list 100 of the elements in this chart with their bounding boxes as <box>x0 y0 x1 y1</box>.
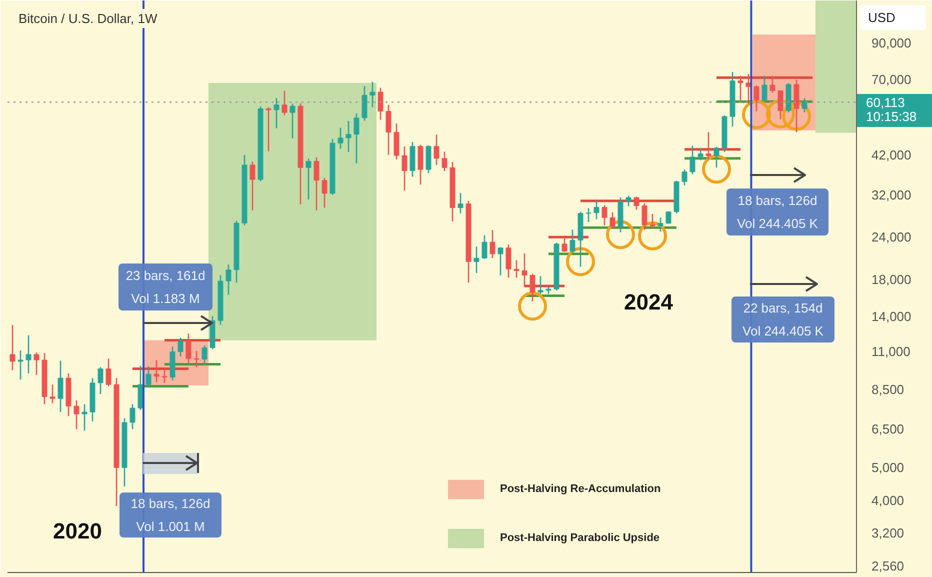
annotation: 2024 <box>624 290 674 314</box>
candlestick <box>402 146 408 192</box>
candlestick <box>418 144 424 186</box>
candlestick <box>738 75 744 102</box>
candlestick <box>514 260 520 278</box>
candlestick <box>26 334 32 374</box>
candlestick <box>306 158 312 200</box>
candlestick <box>626 195 632 207</box>
candlestick <box>754 85 760 112</box>
candlestick <box>778 90 784 120</box>
candlestick <box>346 120 352 153</box>
candlestick <box>690 145 696 175</box>
y-tick-label: 8,500 <box>872 382 904 398</box>
candlestick <box>10 324 16 371</box>
candlestick <box>522 252 528 288</box>
candlestick <box>50 384 56 404</box>
point <box>606 220 635 250</box>
candlestick <box>538 275 544 295</box>
candlestick <box>18 350 24 380</box>
candlestick <box>458 192 464 214</box>
candlestick <box>178 337 184 358</box>
annotation: 23 bars, 161d Vol 1.183 M <box>126 268 206 306</box>
candlestick <box>58 360 64 413</box>
candlestick <box>658 216 664 232</box>
candlestick <box>378 87 384 120</box>
y-tick-label: 11,000 <box>872 344 910 360</box>
candlestick <box>354 112 360 164</box>
candlestick <box>802 97 808 113</box>
candlestick <box>34 352 40 376</box>
ref-line-label: 60,113 10:15:38 <box>857 94 932 127</box>
candlestick <box>770 75 776 94</box>
candlestick <box>106 358 112 387</box>
y-tick-label: 70,000 <box>872 72 912 88</box>
candlestick <box>642 202 648 231</box>
candlestick <box>490 229 496 259</box>
legend-label: Post-Halving Re-Accumulation <box>500 483 661 495</box>
y-tick-label: 24,000 <box>872 230 912 245</box>
y-tick-label: 5,000 <box>872 460 904 476</box>
candlestick <box>362 86 368 122</box>
y-tick-label: 4,000 <box>872 492 904 508</box>
candlestick <box>322 177 328 208</box>
candlestick <box>386 104 392 156</box>
point <box>566 247 595 276</box>
candlestick <box>570 228 576 254</box>
annotation: 2020 <box>53 518 102 544</box>
point <box>638 221 667 250</box>
candlestick <box>314 156 320 211</box>
candlestick <box>290 102 296 139</box>
candlestick <box>426 144 432 174</box>
candlestick <box>474 246 480 274</box>
candlestick <box>138 365 144 411</box>
y-axis-title: USD <box>860 5 926 30</box>
annotation: 18 bars, 126d Vol 244.405 K <box>737 192 818 232</box>
candlestick <box>698 147 704 161</box>
y-tick-label: 14,000 <box>872 308 912 324</box>
candlestick <box>650 213 656 230</box>
y-tick-label: 90,000 <box>872 35 912 50</box>
candlestick <box>594 198 600 220</box>
candlestick <box>682 168 688 186</box>
candlestick <box>74 400 80 430</box>
candlestick <box>370 81 376 108</box>
candlestick <box>394 122 400 160</box>
candlestick <box>82 404 88 432</box>
legend-label: Post-Halving Parabolic Upside <box>500 532 660 544</box>
candlestick <box>274 97 280 129</box>
candlestick <box>202 344 208 364</box>
candlestick <box>186 332 192 364</box>
candlestick <box>562 234 568 253</box>
candlestick <box>586 208 592 223</box>
candlestick <box>338 127 344 150</box>
candlestick <box>250 160 256 211</box>
candlestick <box>610 212 616 230</box>
candlestick <box>266 106 272 152</box>
annotation: 22 bars, 154d Vol 244.405 K <box>742 300 824 339</box>
candlestick <box>154 359 160 383</box>
candlestick <box>434 134 440 166</box>
y-tick-label: 6,500 <box>872 422 904 437</box>
text: Bitcoin / U.S. Dollar, 1W <box>18 11 158 26</box>
point <box>518 292 547 321</box>
candlestick <box>530 273 536 302</box>
candlestick <box>634 196 640 210</box>
candlestick <box>714 146 720 168</box>
y-tick-label: 18,000 <box>872 272 912 287</box>
candlestick <box>146 366 152 388</box>
candlestick <box>162 368 168 384</box>
y-tick-label: 32,000 <box>872 187 912 202</box>
candlestick <box>762 75 768 102</box>
point <box>702 154 731 184</box>
candlestick <box>482 234 488 260</box>
candlestick <box>194 350 200 368</box>
candlestick <box>506 244 512 278</box>
candlestick <box>706 132 712 160</box>
candlestick <box>98 366 104 395</box>
candlestick <box>442 151 448 172</box>
y-tick-label: 2,560 <box>872 558 904 574</box>
candlestick <box>282 90 288 116</box>
candlestick <box>226 264 232 296</box>
candlestick <box>498 246 504 276</box>
annotation: 18 bars, 126d Vol 1.001 M <box>130 496 210 534</box>
candlestick <box>130 404 136 430</box>
